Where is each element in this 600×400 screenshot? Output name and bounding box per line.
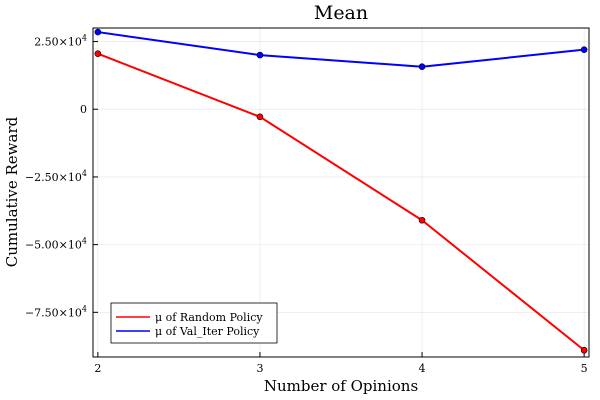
series-1-point [94, 28, 102, 36]
series-line-1 [97, 31, 585, 68]
series-1-point [418, 63, 426, 71]
chart-title: Mean [314, 2, 368, 24]
legend-label-val-iter: μ of Val_Iter Policy [155, 325, 260, 338]
y-axis-label: Cumulative Reward [3, 116, 21, 267]
series-0-point [256, 113, 264, 121]
x-axis-label: Number of Opinions [264, 377, 418, 395]
legend-label-random: μ of Random Policy [155, 311, 263, 324]
x-tick-label: 2 [94, 362, 101, 375]
series-0-point [418, 216, 426, 224]
series-1-point [580, 46, 588, 53]
tick-labels: 2 3 4 5 2.50×104 0 −2.50×104 −5.00×104 −7.50×104 [25, 34, 588, 375]
legend-box [110, 302, 278, 344]
plot-frame [92, 27, 590, 358]
x-tick-label: 3 [256, 362, 263, 375]
series-line-0 [97, 52, 585, 352]
y-tick-label: −2.50×104 [25, 169, 87, 184]
x-tick-label: 5 [581, 362, 588, 375]
series [94, 28, 588, 354]
y-tick-label: 0 [80, 103, 87, 116]
y-tick-label: −7.50×104 [25, 304, 87, 319]
x-tick-label: 4 [419, 362, 426, 375]
y-tick-label: 2.50×104 [34, 34, 87, 49]
series-1-point [256, 51, 264, 59]
grid [93, 28, 589, 357]
series-0-point [580, 346, 588, 354]
series-0-point [94, 50, 102, 58]
y-tick-label: −5.00×104 [25, 237, 87, 252]
legend: μ of Random Policy μ of Val_Iter Policy [110, 302, 278, 344]
